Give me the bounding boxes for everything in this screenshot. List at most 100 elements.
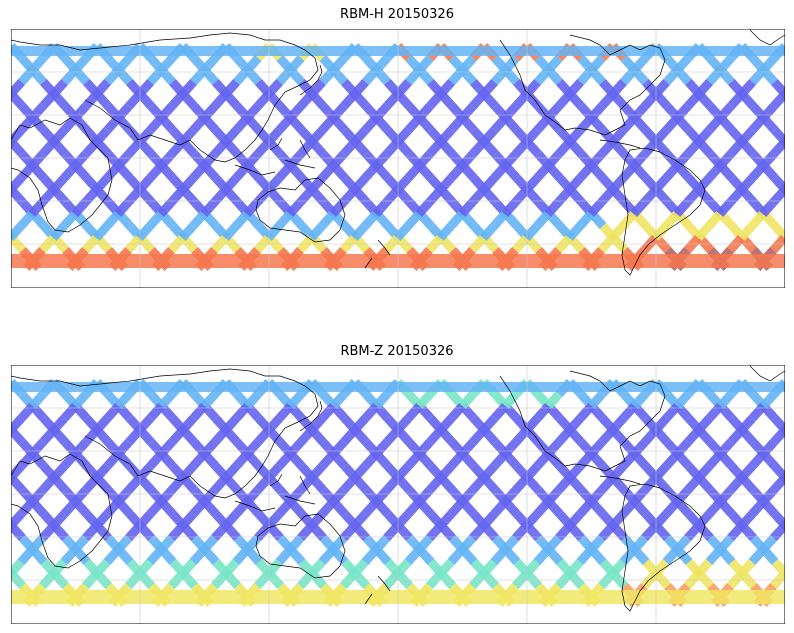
swath-segment [598,474,616,494]
swath-segment [243,198,261,218]
swath-segment [11,382,15,389]
swath-segment [28,486,47,506]
swath-segment [82,186,100,206]
swath-segment [459,54,477,74]
swath-segment [662,210,681,230]
swath-segment [727,474,745,494]
swath-segment [125,138,143,158]
swath-segment [11,423,15,431]
swath-segment [415,534,433,554]
swath-segment [673,438,692,458]
swath-segment [93,510,111,530]
swath-segment [103,210,122,230]
panel-title-top: RBM-H 20150326 [340,7,454,22]
swath-segment [759,198,777,218]
swath-segment [717,54,735,74]
swath-segment [211,90,230,110]
swath-segment [609,510,627,530]
swath-segment [72,390,90,410]
swath-segment [351,414,369,434]
swath-segment [523,510,541,530]
swath-segment [727,186,745,206]
swath-segment [168,90,187,110]
swath-segment [781,46,785,53]
swath-segment [372,438,391,458]
swath-segment [39,186,57,206]
swath-segment [394,174,412,194]
swath-segment [350,558,369,578]
swath-segment [39,522,57,542]
swath-segment [286,486,305,506]
swath-segment [404,210,423,230]
swath-segment [555,90,574,110]
swath-segment [297,138,315,158]
swath-segment [92,558,111,578]
swath-segment [308,78,326,98]
swath-segment [18,114,36,134]
swath-segment [114,150,133,170]
swath-segment [555,522,573,542]
swath-segment [329,102,348,122]
swath-segment [458,150,477,170]
swath-segment [630,534,648,554]
swath-segment [781,94,785,101]
swath-segment [0,454,1,466]
swath-segment [437,414,455,434]
swath-segment [11,462,25,482]
swath-segment [307,558,326,578]
swath-segment [0,550,1,562]
swath-segment [426,474,444,494]
swath-segment [362,450,380,470]
swath-segment [555,186,573,206]
gridlines-bottom [11,365,785,624]
swath-segment [17,162,36,182]
swath-segment [28,534,46,554]
swath-segment [533,498,552,518]
swath-segment [717,390,735,410]
swath-segment [71,486,90,506]
swath-segment [770,474,785,494]
swath-segment [501,534,519,554]
swath-segment [11,566,16,575]
swath-segment [404,498,423,518]
swath-segment [114,534,132,554]
swath-segment [11,126,25,146]
swath-segment [716,150,735,170]
swath-segment [179,414,197,434]
swath-segment [501,486,520,506]
swath-segment [11,518,15,527]
swath-segment [222,126,240,146]
swath-segment [114,486,133,506]
swath-segment [178,558,197,578]
swath-segment [641,522,659,542]
swath-segment [136,462,154,482]
swath-segment [222,414,240,434]
swath-segment [11,174,25,194]
swath-segment [351,174,369,194]
swath-segment [11,134,15,143]
swath-segment [447,162,466,182]
swath-segment [71,534,89,554]
swath-segment [372,102,391,122]
swath-segment [770,522,785,542]
swath-segment [544,102,563,122]
swath-segment [297,90,316,110]
swath-segment [684,138,702,158]
swath-segment [71,150,90,170]
swath-segment [490,498,509,518]
swath-segment [146,498,165,518]
swath-segment [620,450,638,470]
swath-segment [738,78,756,98]
swath-segment [620,114,638,134]
swath-segment [415,438,434,458]
swath-segment [82,138,100,158]
swath-segment [11,526,14,533]
swath-segment [93,414,111,434]
swath-segment [50,174,68,194]
swath-segment [147,114,165,134]
swath-segment [782,142,785,149]
swath-segment [759,102,778,122]
swath-segment [60,162,79,182]
swath-segment [716,198,734,218]
swath-segment [781,87,785,95]
